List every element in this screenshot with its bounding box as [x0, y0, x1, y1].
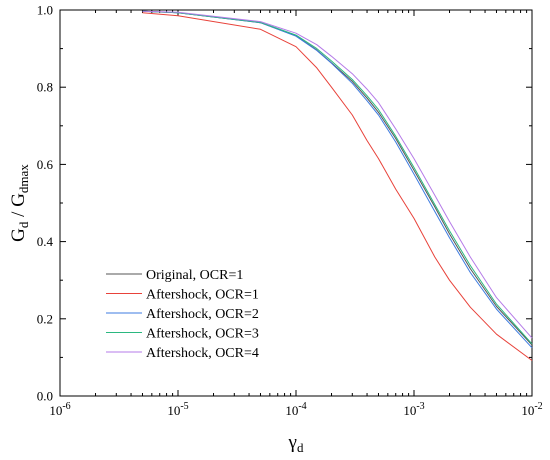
legend-label: Aftershock, OCR=4: [146, 346, 259, 361]
y-tick-label: 0.0: [37, 389, 53, 404]
y-axis-title: Gd / Gdmax: [8, 164, 31, 242]
y-tick-label: 0.2: [37, 311, 53, 326]
legend: Original, OCR=1 Aftershock, OCR=1 Aftersho…: [106, 268, 259, 361]
x-tick-label-exponent: -4: [298, 401, 306, 412]
y-tick-label: 0.6: [37, 157, 54, 172]
x-axis-title: γd: [288, 432, 304, 455]
x-tick-label-base: 10: [167, 403, 180, 418]
x-tick-label-base: 10: [403, 403, 416, 418]
legend-label: Original, OCR=1: [146, 268, 243, 283]
y-axis-title-den-main: G: [8, 193, 29, 207]
series-lines: [142, 10, 533, 361]
x-axis-ticks: 10-6 10-5 10-4 10-3 10-2: [49, 10, 543, 418]
x-tick-label-exponent: -5: [180, 401, 188, 412]
y-tick-label: 0.4: [37, 234, 54, 249]
plot-frame: [59, 9, 533, 397]
legend-label: Aftershock, OCR=2: [146, 307, 259, 322]
x-tick-label: 10-2: [521, 401, 542, 418]
series-line-4: [142, 10, 533, 345]
series-line-5: [142, 10, 533, 339]
x-tick-label: 10-6: [49, 401, 70, 418]
x-tick-label-base: 10: [521, 403, 534, 418]
series-line-2: [142, 12, 533, 361]
legend-label: Aftershock, OCR=3: [146, 327, 259, 342]
y-axis-title-den-sub: dmax: [16, 164, 31, 193]
y-axis-title-sep: /: [8, 207, 29, 222]
y-axis-ticks: 0.0 0.2 0.4 0.6 0.8 1.0: [37, 3, 532, 404]
y-axis-title-num-sub: d: [16, 221, 31, 228]
x-tick-label-base: 10: [49, 403, 62, 418]
x-tick-label: 10-3: [403, 401, 424, 418]
x-axis-title-main: γ: [288, 432, 297, 453]
x-axis-title-sub: d: [297, 440, 304, 455]
legend-label: Aftershock, OCR=1: [146, 288, 259, 303]
x-tick-label: 10-4: [285, 401, 306, 418]
x-tick-label: 10-5: [167, 401, 188, 418]
y-axis-title-num-main: G: [8, 228, 29, 242]
series-line-3: [142, 10, 533, 349]
x-tick-label-exponent: -6: [62, 401, 70, 412]
y-tick-label: 1.0: [37, 3, 53, 18]
x-tick-label-exponent: -3: [416, 401, 424, 412]
x-tick-label-exponent: -2: [534, 401, 542, 412]
x-tick-label-base: 10: [285, 403, 298, 418]
y-tick-label: 0.8: [37, 80, 53, 95]
